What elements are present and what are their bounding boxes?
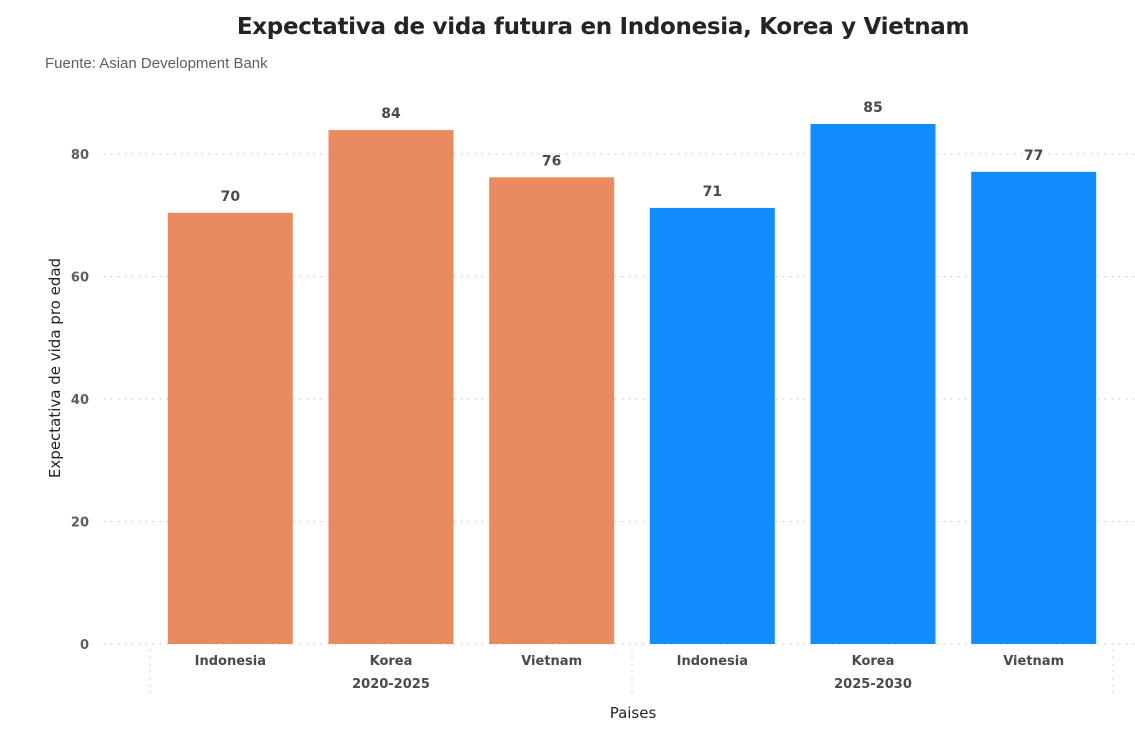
- y-axis-ticks: 0 20 40 60 80: [71, 148, 89, 653]
- x-category-label: Vietnam: [521, 654, 582, 669]
- bar-indonesia-2020-2025: [167, 212, 293, 645]
- x-category-label: Indonesia: [677, 654, 748, 669]
- bars: [167, 124, 1097, 645]
- x-group-label: 2025-2030: [834, 677, 912, 692]
- data-label: 77: [1024, 148, 1043, 164]
- y-tick-label: 20: [71, 516, 89, 531]
- chart-title: Expectativa de vida futura en Indonesia,…: [236, 14, 970, 40]
- x-axis-title: Paises: [610, 704, 657, 722]
- x-category-label: Korea: [852, 654, 895, 669]
- x-category-label: Indonesia: [195, 654, 266, 669]
- data-label: 76: [542, 153, 561, 169]
- data-label: 85: [863, 100, 882, 116]
- x-axis-categories: Indonesia Korea Vietnam 2020-2025 Indonesia K…: [195, 654, 1064, 692]
- bar-korea-2025-2030: [810, 124, 936, 644]
- data-label: 84: [381, 106, 401, 122]
- data-label: 71: [703, 184, 722, 200]
- bar-indonesia-2025-2030: [649, 207, 775, 644]
- x-group-label: 2020-2025: [352, 677, 430, 692]
- y-tick-label: 80: [71, 148, 89, 163]
- data-label: 70: [221, 189, 241, 205]
- x-category-label: Vietnam: [1003, 654, 1064, 669]
- y-tick-label: 60: [71, 271, 89, 286]
- bar-korea-2020-2025: [328, 130, 454, 645]
- chart-subtitle: Fuente: Asian Development Bank: [45, 55, 268, 72]
- y-axis-title: Expectativa de vida pro edad: [46, 258, 64, 478]
- x-category-label: Korea: [370, 654, 413, 669]
- gridlines: [103, 153, 1135, 695]
- bar-vietnam-2025-2030: [971, 171, 1097, 645]
- bar-vietnam-2020-2025: [489, 177, 615, 645]
- y-tick-label: 0: [80, 638, 89, 653]
- data-labels: 70 84 76 71 85 77: [221, 100, 1044, 205]
- y-tick-label: 40: [71, 393, 89, 408]
